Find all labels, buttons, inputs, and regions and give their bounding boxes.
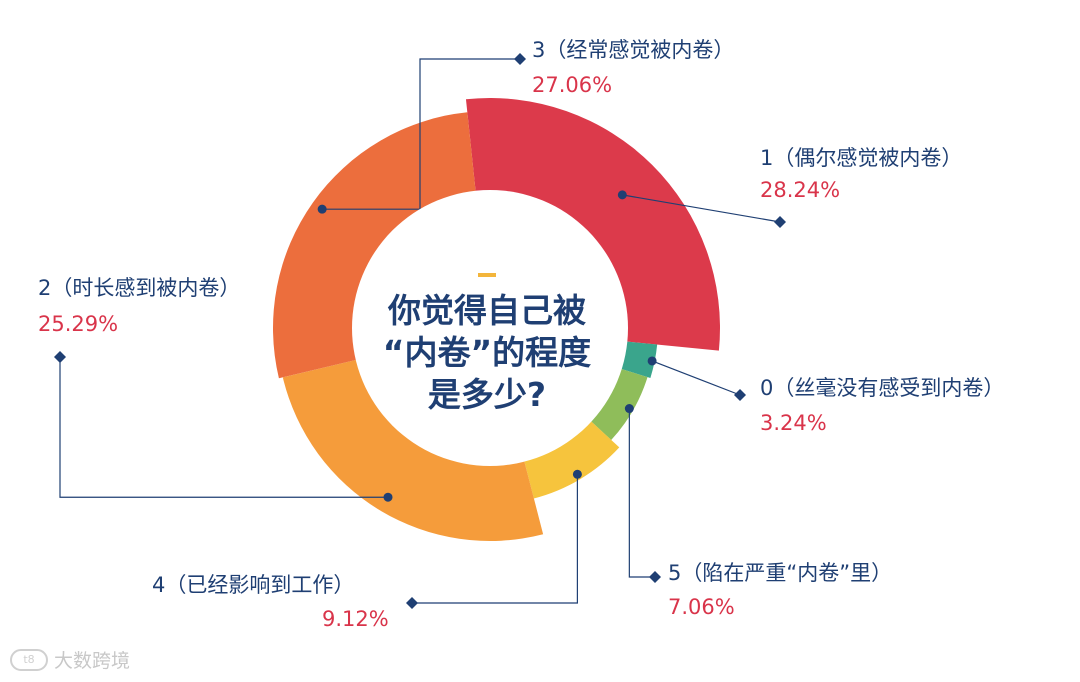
leader-diamond-5	[649, 571, 661, 583]
center-title-line-3: 是多少?	[428, 375, 546, 414]
leader-line-1	[622, 194, 781, 223]
leader-diamond-2	[54, 351, 66, 363]
slice-labels: 1（偶尔感觉被内卷） 28.24% 0（丝毫没有感受到内卷） 3.24% 5（陷在严重“…	[38, 38, 1004, 631]
center-title-line-1: 你觉得自己被	[387, 291, 586, 330]
label-1-value: 28.24%	[760, 178, 840, 202]
label-2-value: 25.29%	[38, 312, 118, 336]
accent-dash	[478, 273, 496, 277]
leader-diamond-4	[406, 597, 418, 609]
leader-dot-0	[647, 356, 657, 366]
leader-line-0	[651, 360, 741, 396]
leader-line-2	[59, 357, 389, 498]
label-2-name: 2（时长感到被内卷）	[38, 276, 240, 300]
leader-line-5	[628, 408, 655, 578]
label-3-value: 27.06%	[532, 73, 612, 97]
center-disc	[352, 190, 628, 466]
label-1-name: 1（偶尔感觉被内卷）	[760, 146, 962, 170]
label-5-name: 5（陷在严重“内卷”里）	[668, 561, 892, 585]
leader-diamond-1	[774, 216, 786, 228]
slice-5	[589, 368, 648, 440]
label-4-value: 9.12%	[322, 607, 389, 631]
watermark: t8 大数跨境	[10, 646, 130, 673]
center-title-line-2: “内卷”的程度	[383, 333, 591, 372]
leader-line-3	[322, 58, 520, 210]
leader-diamond-3	[514, 53, 526, 65]
label-3-name: 3（经常感觉被内卷）	[532, 38, 734, 62]
label-0-name: 0（丝毫没有感受到内卷）	[760, 376, 1004, 400]
label-0-value: 3.24%	[760, 411, 827, 435]
slice-0	[619, 341, 658, 379]
leader-dot-4	[572, 469, 582, 479]
chart-slices	[272, 98, 720, 541]
slice-4	[523, 420, 620, 499]
leader-line-4	[412, 474, 578, 604]
watermark-text: 大数跨境	[54, 650, 131, 672]
leader-dot-3	[317, 204, 327, 214]
watermark-logo-icon: t8	[10, 648, 48, 671]
slice-1	[465, 98, 720, 351]
leader-dot-1	[617, 190, 627, 200]
slice-2	[282, 359, 544, 541]
slice-3	[272, 112, 476, 379]
label-4-name: 4（已经影响到工作）	[152, 573, 354, 597]
leader-lines	[54, 53, 786, 609]
leader-diamond-0	[734, 389, 746, 401]
leader-dot-2	[383, 492, 393, 502]
label-5-value: 7.06%	[668, 595, 735, 619]
leader-dot-5	[624, 404, 634, 414]
